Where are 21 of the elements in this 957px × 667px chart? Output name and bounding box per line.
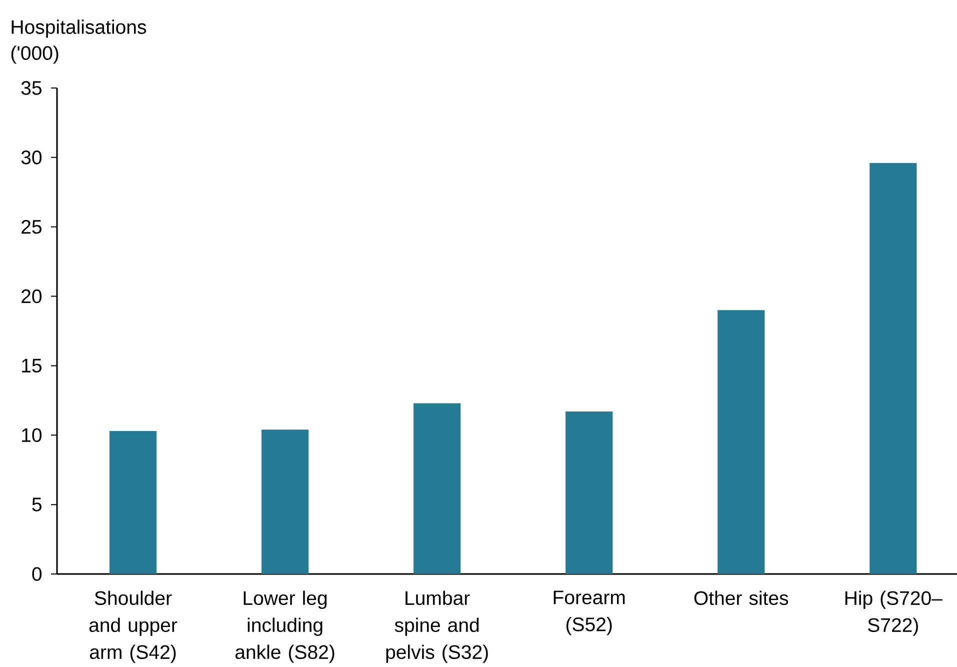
x-tick-label: Lower leg including ankle (S82) <box>235 590 334 663</box>
y-tick-label: 20 <box>22 289 42 304</box>
x-tick-label: Other sites <box>694 590 788 606</box>
x-tick-label: Hip (S720–S722) <box>845 590 942 636</box>
bar <box>109 430 157 574</box>
x-tick-label: Forearm (S52) <box>554 590 625 636</box>
y-tick-label: 15 <box>22 358 42 373</box>
y-tick-label: 25 <box>22 220 42 234</box>
bar <box>261 430 309 574</box>
y-tick-label: 0 <box>32 567 42 581</box>
x-tick-label: Shoulder and upper arm (S42) <box>89 590 178 663</box>
y-tick-label: 30 <box>21 150 42 164</box>
bar <box>718 310 765 574</box>
y-axis-title: Hospitalisations ('000) <box>11 20 146 64</box>
bar <box>870 162 917 574</box>
x-tick-label: Lumbar spine and pelvis (S32) <box>386 590 488 663</box>
y-tick-label: 10 <box>22 428 42 442</box>
bar <box>414 403 461 574</box>
y-tick-label: 5 <box>32 498 42 512</box>
y-tick-label: 35 <box>21 81 42 95</box>
bar <box>566 412 613 574</box>
